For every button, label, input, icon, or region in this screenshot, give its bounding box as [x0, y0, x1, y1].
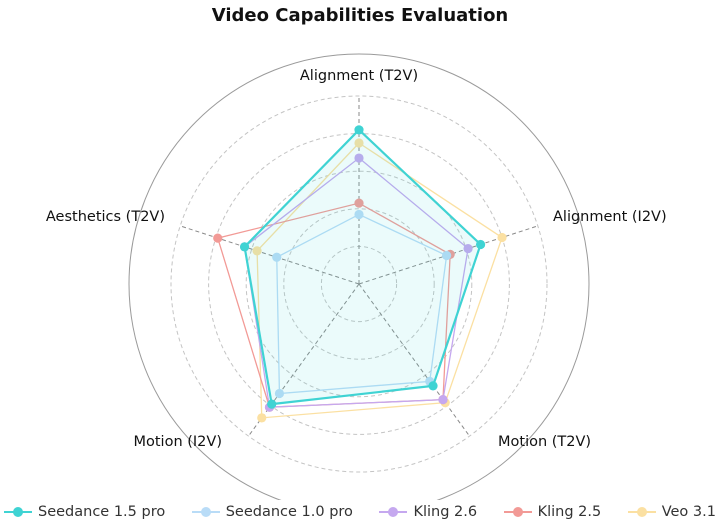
legend-item-2: Seedance 1.0 pro [191, 504, 353, 520]
series-4-point-5 [213, 233, 223, 243]
series-2 [272, 209, 452, 399]
series-1-point-1 [354, 125, 364, 135]
axis-label-2: Alignment (I2V) [553, 209, 667, 225]
radar-series [213, 125, 507, 423]
legend-label: Seedance 1.0 pro [225, 504, 353, 520]
axis-label-3: Motion (T2V) [498, 434, 591, 450]
legend-label: Kling 2.6 [413, 504, 478, 520]
series-1-point-2 [475, 239, 486, 250]
legend: Seedance 1.5 pro Seedance 1.0 pro Kling 2.… [0, 500, 720, 524]
series-3-point-1 [354, 153, 364, 163]
axis-labels: Alignment (T2V) Alignment (I2V) Motion (T2… [46, 68, 667, 450]
legend-swatch [191, 507, 220, 517]
series-line-5 [256, 142, 503, 419]
radar-grid-ring-2 [283, 208, 435, 360]
legend-item-1: Seedance 1.5 pro [4, 504, 165, 520]
series-5-point-1 [354, 138, 364, 148]
series-2-point-2 [442, 250, 452, 261]
chart-title: Video Capabilities Evaluation [211, 5, 509, 26]
legend-swatch [379, 507, 408, 517]
radar-spoke-5 [180, 225, 360, 285]
series-2-point-1 [354, 209, 364, 220]
series-5-point-2 [497, 232, 507, 243]
legend-swatch [627, 507, 656, 517]
radar-spoke-3 [358, 283, 470, 437]
series-3-point-3 [438, 394, 448, 405]
series-2-point-5 [272, 252, 282, 262]
series-line-1 [243, 128, 482, 406]
series-1 [239, 125, 486, 409]
radar-outer-ring [128, 53, 590, 500]
series-1-point-3 [428, 381, 438, 391]
series-line-3 [243, 157, 469, 408]
series-5-point-4 [257, 413, 267, 423]
series-1-point-5 [239, 242, 250, 252]
legend-swatch [4, 507, 32, 517]
axis-label-4: Motion (I2V) [133, 434, 222, 450]
radar-chart: Alignment (T2V) Alignment (I2V) Motion (T2… [46, 53, 667, 500]
legend-swatch [503, 507, 532, 517]
legend-label: Seedance 1.5 pro [38, 504, 166, 520]
legend-item-4: Kling 2.5 [503, 504, 602, 520]
legend-item-5: Veo 3.1 [627, 504, 716, 520]
radar-grid-ring-full [170, 95, 548, 473]
legend-label: Kling 2.5 [537, 504, 602, 520]
legend-label: Veo 3.1 [661, 504, 716, 520]
axis-label-1: Alignment (T2V) [300, 68, 418, 84]
series-2-point-4 [274, 388, 285, 399]
series-5-point-5 [252, 246, 262, 256]
series-4-point-1 [354, 198, 364, 208]
axis-label-5: Aesthetics (T2V) [46, 209, 165, 225]
series-1-point-4 [267, 399, 277, 409]
series-3-point-2 [463, 243, 473, 254]
series-line-2 [276, 213, 448, 395]
radar-grid-ring-3 [245, 170, 473, 398]
legend-item-3: Kling 2.6 [379, 504, 477, 520]
